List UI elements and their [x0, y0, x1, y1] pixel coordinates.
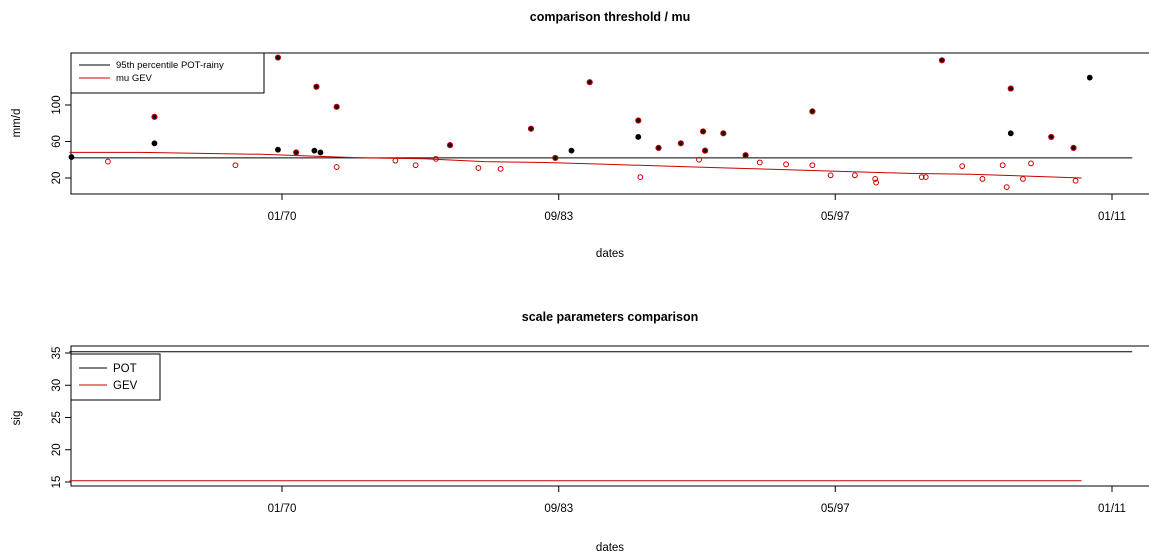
- chart1-y-label: mm/d: [11, 109, 23, 138]
- chart2-lines: [69, 351, 1133, 482]
- chart2-legend-label-pot: POT: [113, 363, 137, 375]
- chart1-point-annual-max: [432, 155, 439, 162]
- chart1-point-annual-max-exceedance: [293, 149, 300, 156]
- chart1-point-annual-max-exceedance: [552, 154, 559, 162]
- chart1-legend-label-mu: mu GEV: [116, 73, 153, 84]
- chart2-plot-frame: [70, 345, 1149, 487]
- chart1-x-tick-label: 05/97: [821, 211, 850, 223]
- chart1-mu-gev-line: [69, 151, 1082, 179]
- chart1-point-annual-max-exceedance: [1048, 133, 1055, 141]
- chart1-point-annual-max-exceedance: [313, 83, 320, 90]
- chart2-y-tick-label: 20: [51, 443, 63, 456]
- chart1-x-tick-label: 09/83: [544, 211, 573, 223]
- chart1-y-tick-label: 100: [51, 95, 63, 114]
- chart1-point-annual-max: [1072, 177, 1079, 184]
- chart2-x-tick-label: 09/83: [544, 503, 573, 515]
- chart1-point-annual-max: [827, 172, 834, 179]
- chart1-points: [68, 54, 1093, 191]
- chart1-x-tick-label: 01/11: [1098, 211, 1126, 223]
- chart1-point-annual-max: [475, 165, 482, 171]
- chart1-point-annual-max: [637, 174, 644, 180]
- chart1-point-annual-max-exceedance: [720, 130, 727, 137]
- chart1-legend: 95th percentile POT-rainy mu GEV: [70, 52, 265, 94]
- chart1-point-annual-max-exceedance: [938, 57, 946, 64]
- chart1-point-annual-max-exceedance: [699, 128, 707, 135]
- chart2-x-label: dates: [596, 542, 624, 553]
- chart1-point-annual-max-exceedance: [333, 103, 340, 110]
- chart1-title: comparison threshold / mu: [530, 10, 690, 24]
- chart1-point-annual-max: [918, 174, 925, 180]
- chart2-y-tick-label: 15: [51, 476, 63, 489]
- chart1-y-tick-label: 20: [51, 172, 63, 185]
- chart2-y-tick-label: 30: [51, 379, 63, 392]
- chart2-y-tick-label: 35: [51, 347, 63, 360]
- chart1-y-tick-label: 60: [51, 135, 63, 148]
- chart1-point-annual-max: [333, 164, 340, 170]
- chart2-x-tick-label: 05/97: [821, 503, 850, 515]
- chart1-point-annual-max: [999, 162, 1006, 169]
- chart1-point-exceedance: [317, 149, 324, 156]
- chart1-x-tick-label: 01/70: [268, 211, 297, 223]
- chart1-point-annual-max-exceedance: [1070, 144, 1077, 151]
- chart1-point-exceedance: [635, 134, 642, 140]
- chart1-point-annual-max-exceedance: [1007, 85, 1014, 92]
- chart2-x-axis: 01/70 09/83 05/97 01/11: [268, 485, 1126, 515]
- chart1-lines: [69, 151, 1133, 179]
- chart1-point-annual-max: [1020, 176, 1026, 182]
- chart1-point-annual-max: [392, 157, 399, 164]
- chart1-point-annual-max-exceedance: [446, 142, 454, 149]
- chart2-y-axis: 15 20 25 30 35: [51, 347, 72, 489]
- chart1-point-exceedance: [68, 154, 75, 160]
- chart1-point-annual-max: [809, 162, 816, 169]
- chart2-legend-box: [70, 353, 161, 401]
- chart2-legend-label-gev: GEV: [113, 380, 138, 392]
- chart1-point-exceedance: [311, 147, 318, 154]
- chart1-point-annual-max: [872, 176, 879, 182]
- chart1-point-annual-max: [922, 174, 929, 180]
- chart2-y-label: sig: [11, 411, 23, 426]
- chart1-x-axis: 01/70 09/83 05/97 01/11: [268, 193, 1126, 223]
- chart2-legend: POT GEV: [70, 353, 161, 401]
- chart1-point-annual-max: [783, 161, 789, 168]
- chart2-title: scale parameters comparison: [522, 310, 698, 324]
- chart1-y-axis: 20 60 100: [51, 95, 72, 185]
- chart1-x-label: dates: [596, 248, 624, 260]
- chart1-point-annual-max: [497, 165, 504, 172]
- chart1-point-annual-max: [1028, 160, 1034, 167]
- chart1-point-exceedance: [1007, 130, 1014, 137]
- chart2-y-tick-label: 25: [51, 411, 63, 424]
- chart1-point-exceedance: [568, 147, 575, 154]
- chart1-point-annual-max-exceedance: [809, 108, 816, 115]
- chart1-point-annual-max: [852, 172, 858, 179]
- chart1-point-annual-max: [979, 176, 986, 182]
- chart2-x-tick-label: 01/11: [1098, 503, 1126, 515]
- chart1-point-annual-max: [232, 162, 239, 169]
- chart1-legend-box: [70, 52, 265, 94]
- chart1-point-annual-max: [105, 158, 111, 165]
- chart1-point-exceedance: [151, 140, 158, 147]
- chart1-legend-label-threshold: 95th percentile POT-rainy: [116, 60, 224, 71]
- chart1-point-exceedance: [1086, 74, 1093, 81]
- chart1-point-annual-max-exceedance: [677, 140, 684, 147]
- chart1-point-annual-max-exceedance: [151, 113, 158, 120]
- chart1-point-exceedance: [275, 146, 281, 153]
- chart1-point-annual-max-exceedance: [655, 144, 662, 151]
- chart1-point-annual-max-exceedance: [742, 152, 749, 159]
- chart1-point-annual-max-exceedance: [527, 125, 535, 132]
- chart1-point-annual-max: [756, 159, 763, 166]
- chart1-point-annual-max-exceedance: [701, 147, 709, 154]
- chart1-point-annual-max-exceedance: [274, 54, 282, 61]
- chart1-point-annual-max: [412, 162, 419, 169]
- chart1-point-annual-max: [873, 179, 880, 186]
- chart2-x-tick-label: 01/70: [268, 503, 297, 515]
- chart1-point-annual-max-exceedance: [635, 117, 642, 124]
- chart1-point-annual-max: [1003, 184, 1010, 191]
- chart1-point-annual-max: [959, 163, 966, 170]
- chart1-point-annual-max: [696, 156, 702, 163]
- chart1-point-annual-max-exceedance: [586, 79, 593, 86]
